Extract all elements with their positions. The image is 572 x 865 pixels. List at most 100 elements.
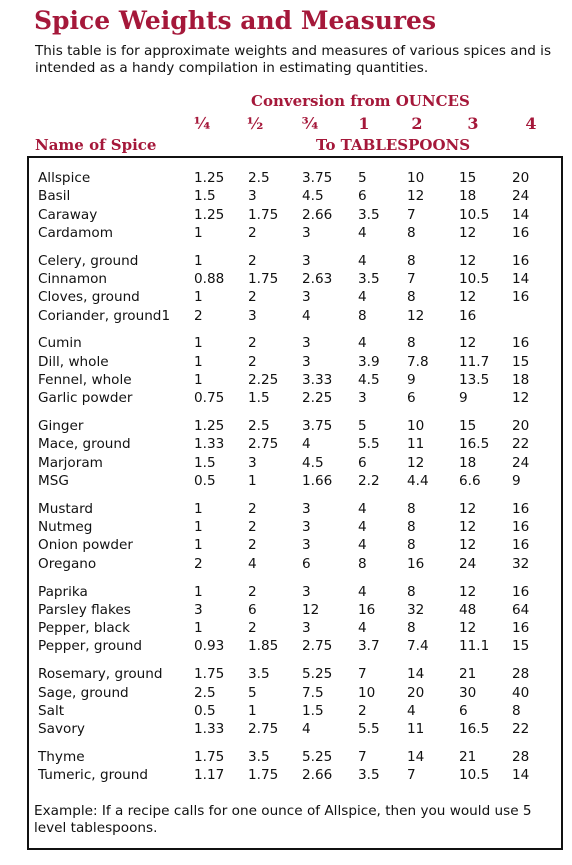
tablespoon-value: 3.75 <box>302 418 333 435</box>
tablespoon-value: 0.88 <box>194 271 225 287</box>
tablespoon-value: 4.5 <box>302 188 324 205</box>
spice-name: Parsley flakes <box>38 601 131 618</box>
tablespoon-value: 16 <box>459 307 477 324</box>
tablespoon-value: 0.5 <box>194 702 216 719</box>
tablespoon-value: 3 <box>248 307 257 324</box>
spice-name: Oregano <box>38 555 97 572</box>
tablespoon-value: 1.25 <box>194 418 225 435</box>
table-row: Cumin 1 2 3 4 8 12 16 <box>29 335 561 353</box>
table-row: Onion powder 1 2 3 4 8 12 16 <box>29 537 561 555</box>
tablespoon-value: 1.75 <box>194 666 225 683</box>
tablespoon-value: 15 <box>459 418 477 435</box>
tablespoon-value: 16.5 <box>459 436 490 453</box>
tablespoon-value: 22 <box>512 436 530 453</box>
table-row: Mustard 1 2 3 4 8 12 16 <box>29 501 561 519</box>
tablespoon-value: 15 <box>512 638 530 655</box>
tablespoon-value: 3.75 <box>302 170 333 186</box>
tablespoon-value: 10.5 <box>459 271 490 287</box>
tablespoon-value: 3.5 <box>248 666 270 683</box>
tablespoon-value: 10 <box>407 170 425 186</box>
conversion-from-heading: Conversion from OUNCES <box>251 92 470 110</box>
tablespoon-value: 1 <box>194 537 203 554</box>
tablespoon-value: 16 <box>512 620 530 637</box>
table-row: Salt 0.5 1 1.5 2 4 6 8 <box>29 703 561 721</box>
table-row: Cinnamon 0.88 1.75 2.63 3.5 7 10.5 14 <box>29 271 561 289</box>
spice-name: Cumin <box>38 335 82 352</box>
tablespoon-value: 40 <box>512 684 530 701</box>
tablespoon-value: 12 <box>459 335 477 352</box>
tablespoon-value: 8 <box>358 555 367 572</box>
tablespoon-value: 15 <box>512 353 530 370</box>
spice-table: Allspice 1.25 2.5 3.75 5 10 15 20 Basil 1.5 3 4.5 6 1… <box>27 156 563 850</box>
tablespoon-value: 6 <box>407 390 416 407</box>
tablespoon-value: 1.5 <box>194 454 216 471</box>
tablespoon-value: 1.75 <box>248 206 279 223</box>
tablespoon-value: 1 <box>194 335 203 352</box>
spice-name: Sage, ground <box>38 684 129 701</box>
tablespoon-value: 11 <box>407 436 425 453</box>
tablespoon-value: 8 <box>407 583 416 600</box>
tablespoon-value: 5 <box>248 684 257 701</box>
tablespoon-value: 8 <box>407 335 416 352</box>
tablespoon-value: 10.5 <box>459 206 490 223</box>
spice-name: Thyme <box>38 748 85 765</box>
tablespoon-value: 3 <box>302 620 311 637</box>
tablespoon-value: 8 <box>358 307 367 324</box>
tablespoon-value: 3 <box>302 519 311 536</box>
tablespoon-value: 4 <box>358 335 367 352</box>
tablespoon-value: 28 <box>512 748 530 765</box>
tablespoon-value: 16 <box>512 519 530 536</box>
spice-name: Nutmeg <box>38 519 93 536</box>
spice-name: Tumeric, ground <box>38 767 149 784</box>
tablespoon-value: 3 <box>358 390 367 407</box>
tablespoon-value: 4.5 <box>302 454 324 471</box>
spice-name: Rosemary, ground <box>38 666 163 683</box>
tablespoon-value: 21 <box>459 666 477 683</box>
tablespoon-value: 16 <box>512 537 530 554</box>
tablespoon-value: 8 <box>407 620 416 637</box>
tablespoon-value: 8 <box>407 224 416 241</box>
tablespoon-value: 16.5 <box>459 721 490 738</box>
table-row: Savory 1.33 2.75 4 5.5 11 16.5 22 <box>29 721 561 739</box>
tablespoon-value: 2.66 <box>302 206 333 223</box>
tablespoon-value: 12 <box>459 252 477 269</box>
tablespoon-value: 10 <box>358 684 376 701</box>
table-row: Basil 1.5 3 4.5 6 12 18 24 <box>29 188 561 206</box>
ounce-column-header: 3 <box>467 114 479 133</box>
tablespoon-value: 28 <box>512 666 530 683</box>
tablespoon-value: 12 <box>512 390 530 407</box>
tablespoon-value: 8 <box>407 537 416 554</box>
tablespoon-value: 12 <box>459 500 477 517</box>
tablespoon-value: 10.5 <box>459 767 490 784</box>
tablespoon-value: 4 <box>302 436 311 453</box>
tablespoon-value: 16 <box>512 224 530 241</box>
tablespoon-value: 12 <box>302 601 320 618</box>
tablespoon-value: 4.5 <box>358 372 380 388</box>
example-note: Example: If a recipe calls for one ounce… <box>34 803 532 836</box>
spice-name: Mustard <box>38 500 94 517</box>
tablespoon-value: 3 <box>302 252 311 269</box>
ounce-column-header: 4 <box>525 114 537 133</box>
tablespoon-value: 1 <box>194 620 203 637</box>
tablespoon-value: 6 <box>302 555 311 572</box>
tablespoon-value: 2 <box>358 702 367 719</box>
page-title: Spice Weights and Measures <box>34 6 437 35</box>
spice-name: Dill, whole <box>38 353 109 370</box>
tablespoon-value: 1 <box>194 500 203 517</box>
tablespoon-value: 24 <box>512 188 530 205</box>
tablespoon-value: 4 <box>248 555 257 572</box>
table-row: Ginger 1.25 2.5 3.75 5 10 15 20 <box>29 418 561 436</box>
tablespoon-value: 2 <box>194 307 203 324</box>
tablespoon-value: 16 <box>512 500 530 517</box>
tablespoon-value: 18 <box>459 454 477 471</box>
tablespoon-value: 20 <box>512 418 530 435</box>
ounce-column-header: 2 <box>411 114 423 133</box>
tablespoon-value: 0.75 <box>194 390 225 407</box>
tablespoon-value: 16 <box>512 583 530 600</box>
tablespoon-value: 6 <box>358 188 367 205</box>
tablespoon-value: 1.5 <box>248 390 270 407</box>
spice-name: Coriander, ground1 <box>38 307 171 324</box>
tablespoon-value: 7.4 <box>407 638 429 655</box>
tablespoon-value: 11.7 <box>459 353 490 370</box>
tablespoon-value: 7 <box>358 666 367 683</box>
